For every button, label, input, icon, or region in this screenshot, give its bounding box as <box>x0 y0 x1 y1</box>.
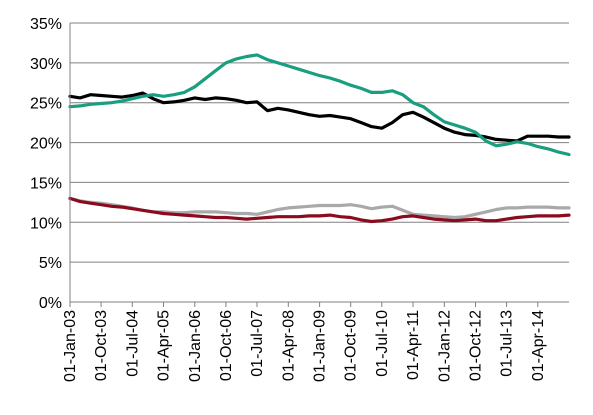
series-line-2 <box>68 53 571 157</box>
x-tick-label: 01-Oct-03 <box>93 310 110 381</box>
x-tick-label: 01-Jan-09 <box>312 310 329 382</box>
x-tick-label: 01-Apr-05 <box>155 310 172 381</box>
x-tick-label: 01-Oct-09 <box>343 310 360 381</box>
y-tick-label: 25% <box>30 96 62 113</box>
x-axis-tick-labels: 01-Jan-03 01-Oct-03 01-Jul-04 01-Apr-05 01-J… <box>62 310 547 382</box>
series-line-4 <box>68 196 571 224</box>
y-tick-label: 0% <box>39 295 62 312</box>
x-tick-label: 01-Jan-06 <box>187 310 204 382</box>
x-tick-label: 01-Jul-07 <box>249 310 266 377</box>
x-tick-label: 01-Apr-14 <box>530 310 547 381</box>
y-tick-label: 35% <box>30 16 62 33</box>
y-tick-label: 15% <box>30 175 62 192</box>
x-tick-label: 01-Oct-06 <box>218 310 235 381</box>
x-tick-label: 01-Jul-04 <box>124 310 141 377</box>
series-line-1 <box>68 91 571 143</box>
y-tick-label: 5% <box>39 255 62 272</box>
x-tick-label: 01-Oct-12 <box>468 310 485 381</box>
axes <box>69 23 569 307</box>
x-tick-label: 01-Jan-12 <box>436 310 453 382</box>
gridlines <box>70 22 569 263</box>
series-lines <box>68 53 571 224</box>
y-tick-label: 10% <box>30 215 62 232</box>
y-axis-tick-labels: 0% 5% 10% 15% 20% 25% 30% 35% <box>30 16 62 312</box>
x-tick-label: 01-Apr-11 <box>405 310 422 380</box>
x-tick-label: 01-Jul-10 <box>374 310 391 377</box>
x-tick-label: 01-Apr-08 <box>280 310 297 381</box>
x-tick-label: 01-Jul-13 <box>499 310 516 377</box>
x-tick-label: 01-Jan-03 <box>62 310 79 382</box>
y-tick-label: 30% <box>30 56 62 73</box>
y-tick-label: 20% <box>30 136 62 153</box>
